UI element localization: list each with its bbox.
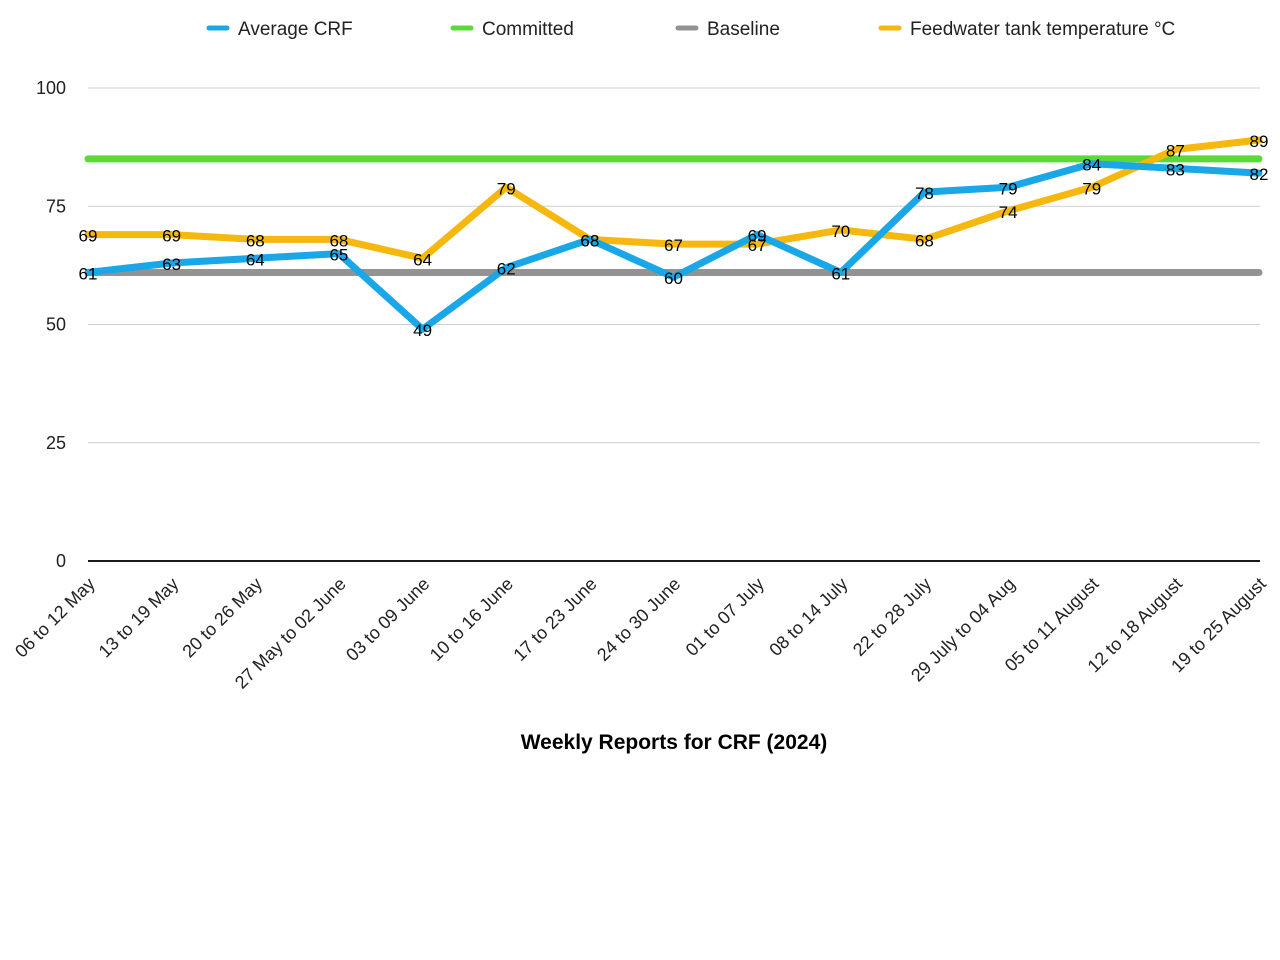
data-label-feedwater-tank-temperature-c: 67	[664, 236, 683, 255]
x-tick-label: 01 to 07 July	[682, 574, 768, 660]
legend-label-average-crf: Average CRF	[238, 19, 353, 40]
data-label-feedwater-tank-temperature-c: 67	[748, 236, 767, 255]
x-tick-label: 10 to 16 June	[426, 574, 517, 665]
y-tick-label-50: 50	[46, 315, 66, 335]
x-tick-label: 24 to 30 June	[593, 574, 684, 665]
data-label-feedwater-tank-temperature-c: 87	[1166, 141, 1185, 160]
series-lines	[84, 136, 1263, 333]
y-axis-ticks: 0 25 50 75 100	[36, 78, 66, 571]
gridlines	[88, 87, 1260, 562]
data-label-feedwater-tank-temperature-c: 70	[831, 222, 850, 241]
y-tick-label-0: 0	[56, 551, 66, 571]
data-label-average-crf: 49	[413, 321, 432, 340]
x-tick-label: 13 to 19 May	[95, 574, 183, 662]
y-tick-label-100: 100	[36, 78, 66, 98]
data-label-feedwater-tank-temperature-c: 69	[162, 227, 181, 246]
data-label-average-crf: 61	[831, 264, 850, 283]
series-line-feedwater-tank-temperature-c	[84, 136, 1263, 262]
x-tick-label: 20 to 26 May	[178, 574, 266, 662]
x-axis-title: Weekly Reports for CRF (2024)	[521, 731, 828, 754]
legend-label-committed: Committed	[482, 19, 574, 40]
x-tick-label: 17 to 23 June	[509, 574, 600, 665]
data-label-feedwater-tank-temperature-c: 69	[79, 227, 98, 246]
x-tick-label: 03 to 09 June	[342, 574, 433, 665]
legend: Average CRF Committed Baseline Feedwater ta…	[206, 19, 1175, 40]
data-label-average-crf: 69	[748, 227, 767, 246]
x-tick-label: 06 to 12 May	[11, 574, 99, 662]
data-label-feedwater-tank-temperature-c: 79	[1082, 179, 1101, 198]
data-label-feedwater-tank-temperature-c: 89	[1250, 132, 1269, 151]
data-label-average-crf: 61	[79, 264, 98, 283]
data-label-average-crf: 64	[246, 250, 265, 269]
data-label-average-crf: 65	[329, 246, 348, 265]
data-label-feedwater-tank-temperature-c: 74	[999, 203, 1018, 222]
data-label-feedwater-tank-temperature-c: 68	[246, 231, 265, 250]
data-label-average-crf: 79	[999, 179, 1018, 198]
x-tick-label: 22 to 28 July	[849, 574, 935, 660]
data-label-feedwater-tank-temperature-c: 68	[329, 231, 348, 250]
data-label-average-crf: 84	[1082, 156, 1101, 175]
data-label-average-crf: 68	[580, 231, 599, 250]
data-label-average-crf: 62	[497, 260, 516, 279]
data-label-feedwater-tank-temperature-c: 68	[580, 231, 599, 250]
data-label-feedwater-tank-temperature-c: 64	[413, 250, 432, 269]
data-label-feedwater-tank-temperature-c: 79	[497, 179, 516, 198]
data-label-feedwater-tank-temperature-c: 68	[915, 231, 934, 250]
y-tick-label-75: 75	[46, 196, 66, 216]
legend-label-baseline: Baseline	[707, 19, 780, 40]
data-label-average-crf: 82	[1250, 165, 1269, 184]
legend-label-feedwater-tank-temperature-c: Feedwater tank temperature °C	[910, 19, 1175, 40]
data-label-average-crf: 83	[1166, 160, 1185, 179]
data-label-average-crf: 78	[915, 184, 934, 203]
x-tick-label: 08 to 14 July	[765, 574, 851, 660]
series-line-average-crf	[84, 160, 1263, 333]
y-tick-label-25: 25	[46, 433, 66, 453]
data-label-average-crf: 63	[162, 255, 181, 274]
data-label-average-crf: 60	[664, 269, 683, 288]
